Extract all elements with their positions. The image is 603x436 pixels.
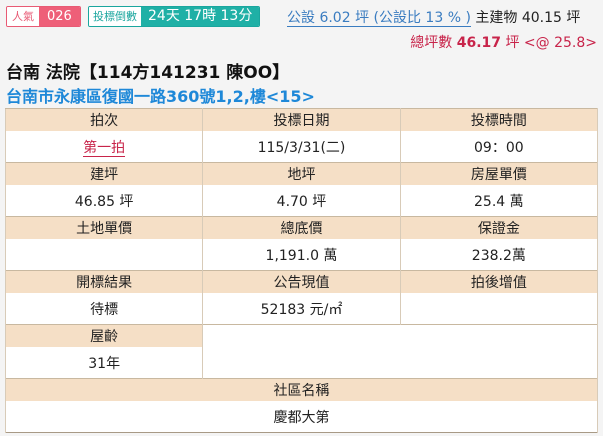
value-cell — [399, 293, 599, 325]
value-cell: 1,191.0 萬 — [202, 239, 401, 271]
header-cell: 土地單價 — [4, 216, 204, 239]
area-info: 公設 6.02 坪 (公設比 13 % ) 主建物 40.15 坪 — [287, 7, 580, 27]
main-building: 主建物 40.15 坪 — [470, 10, 581, 26]
countdown-value: 24天 17時 13分 — [141, 7, 260, 26]
header-cell: 投標時間 — [399, 108, 599, 131]
total-value: 46.17 — [456, 35, 502, 51]
public-area-link[interactable]: 公設 6.02 坪 (公設比 13 % ) — [287, 10, 471, 27]
header-cell: 總底價 — [202, 216, 401, 239]
header-cell: 地坪 — [202, 162, 401, 185]
total-label: 總坪數 — [410, 35, 457, 51]
value-cell: 115/3/31(二) — [202, 131, 401, 163]
case-title: 台南 法院【114方141231 陳OO】 — [6, 63, 290, 83]
header-cell: 公告現值 — [202, 270, 401, 293]
total-area: 總坪數 46.17 坪 <@ 25.8> — [410, 32, 597, 52]
age-header: 屋齡 — [4, 324, 204, 347]
value-cell: 238.2萬 — [399, 239, 599, 271]
countdown-label: 投標倒數 — [89, 7, 141, 26]
value-row: 第一拍 115/3/31(二) 09：00 — [4, 131, 599, 163]
value-cell: 46.85 坪 — [4, 185, 204, 217]
value-cell — [4, 239, 204, 271]
popularity-label: 人氣 — [7, 7, 39, 26]
total-unit: 坪 <@ 25.8> — [501, 35, 597, 51]
value-row: 46.85 坪 4.70 坪 25.4 萬 — [4, 185, 599, 217]
header-row: 開標結果 公告現值 拍後增值 — [4, 270, 599, 293]
community-value: 慶都大第 — [5, 401, 598, 433]
address-link[interactable]: 台南市永康區復國一路360號1,2,樓<15> — [6, 87, 315, 106]
popularity-badge: 人氣 026 — [6, 6, 81, 27]
value-cell: 待標 — [4, 293, 204, 325]
header-cell: 拍後增值 — [399, 270, 599, 293]
age-value: 31年 — [4, 347, 204, 379]
header-cell: 投標日期 — [202, 108, 401, 131]
auction-round-link[interactable]: 第一拍 — [83, 139, 126, 157]
header-cell: 房屋單價 — [399, 162, 599, 185]
header-row: 土地單價 總底價 保證金 — [4, 216, 599, 239]
header-cell: 建坪 — [4, 162, 204, 185]
value-cell: 52183 元/㎡ — [202, 293, 401, 325]
header-row: 拍次 投標日期 投標時間 — [4, 108, 599, 131]
header-cell: 開標結果 — [4, 270, 204, 293]
popularity-value: 026 — [39, 7, 80, 26]
value-cell: 第一拍 — [4, 131, 204, 163]
value-cell: 4.70 坪 — [202, 185, 401, 217]
value-cell: 25.4 萬 — [399, 185, 599, 217]
header-cell: 拍次 — [4, 108, 204, 131]
header-cell: 保證金 — [399, 216, 599, 239]
auction-info-table: 拍次 投標日期 投標時間 第一拍 115/3/31(二) 09：00 建坪 地坪 房屋單價 46.… — [4, 108, 599, 433]
header-row: 建坪 地坪 房屋單價 — [4, 162, 599, 185]
countdown-badge: 投標倒數 24天 17時 13分 — [88, 6, 261, 27]
community-header: 社區名稱 — [5, 378, 598, 401]
value-cell: 09：00 — [399, 131, 599, 163]
value-row: 1,191.0 萬 238.2萬 — [4, 239, 599, 271]
value-row: 待標 52183 元/㎡ — [4, 293, 599, 325]
empty-cell — [202, 324, 598, 379]
